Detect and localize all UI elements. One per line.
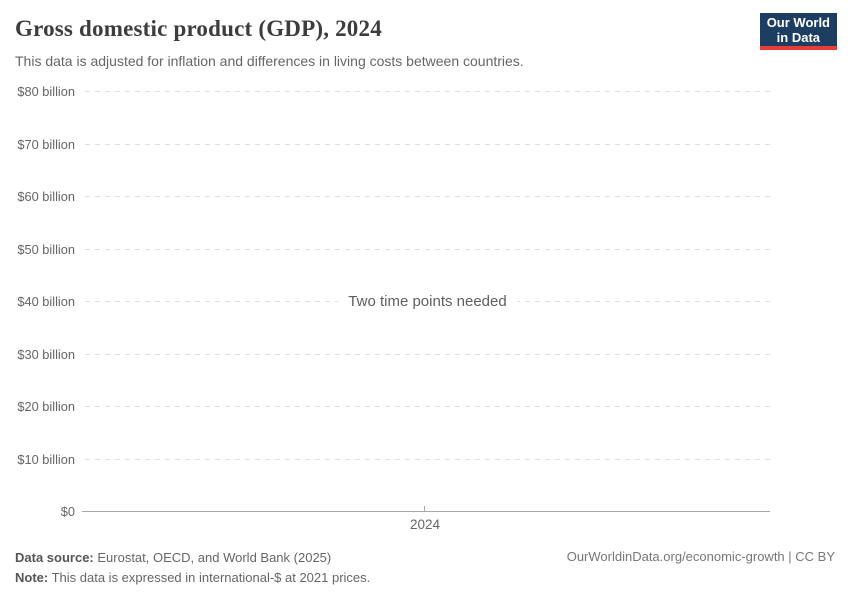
owid-logo-line2: in Data xyxy=(776,30,821,45)
y-axis-label: $30 billion xyxy=(17,347,75,362)
note-label: Note: xyxy=(15,570,49,585)
gridline xyxy=(85,459,770,460)
y-axis-label: $70 billion xyxy=(17,137,75,152)
gridline xyxy=(85,196,770,197)
y-axis-label: $10 billion xyxy=(17,452,75,467)
y-axis-label: $20 billion xyxy=(17,399,75,414)
data-source-label: Data source: xyxy=(15,550,94,565)
owid-logo-line1: Our World xyxy=(766,15,830,30)
y-axis-label: $40 billion xyxy=(17,294,75,309)
chart-title: Gross domestic product (GDP), 2024 xyxy=(15,16,382,41)
chart-subtitle: This data is adjusted for inflation and … xyxy=(15,53,524,69)
x-axis-line xyxy=(82,511,770,512)
plot-area: $80 billion $70 billion $60 billion $50 … xyxy=(17,84,770,532)
x-axis-tick-label: 2024 xyxy=(409,517,441,532)
data-source-text: Eurostat, OECD, and World Bank (2025) xyxy=(93,550,332,565)
empty-chart-message-text: Two time points needed xyxy=(338,293,517,310)
y-axis-label: $80 billion xyxy=(17,84,75,99)
y-axis-label: $60 billion xyxy=(17,189,75,204)
y-axis-label: $0 xyxy=(60,504,75,519)
gridline xyxy=(85,249,770,250)
empty-chart-message: Two time points needed xyxy=(85,293,770,311)
credit-link[interactable]: OurWorldinData.org/economic-growth | CC … xyxy=(566,549,835,564)
x-axis-tick xyxy=(424,506,425,511)
note-line: Note: This data is expressed in internat… xyxy=(15,568,370,588)
gridline xyxy=(85,91,770,92)
owid-logo[interactable]: Our World in Data xyxy=(759,13,837,50)
chart-footer: Data source: Eurostat, OECD, and World B… xyxy=(15,548,370,588)
y-axis-label: $50 billion xyxy=(17,242,75,257)
data-source-line: Data source: Eurostat, OECD, and World B… xyxy=(15,548,370,568)
gridline xyxy=(85,406,770,407)
gridline xyxy=(85,144,770,145)
gridline xyxy=(85,354,770,355)
note-text: This data is expressed in international-… xyxy=(48,570,371,585)
